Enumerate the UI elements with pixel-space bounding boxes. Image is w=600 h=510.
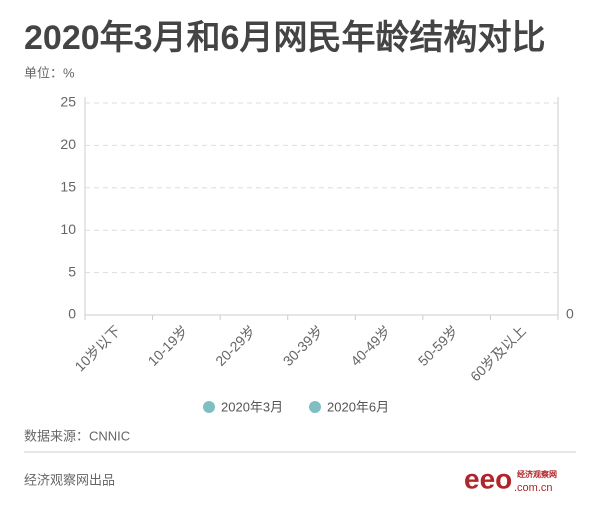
source: 数据来源：CNNIC — [24, 428, 130, 443]
x-tick-label: 10岁以下 — [71, 322, 123, 374]
x-tick-label: 40-49岁 — [347, 322, 394, 369]
logo-brand: eeo — [464, 463, 512, 494]
chart-title: 2020年3月和6月网民年龄结构对比 — [24, 19, 545, 57]
y-tick-label: 15 — [60, 179, 76, 195]
legend-swatch — [309, 401, 321, 413]
footer: 经济观察网出品 — [24, 472, 115, 487]
x-tick-label: 30-39岁 — [280, 322, 327, 369]
y-tick-label: 10 — [60, 221, 76, 237]
x-tick-label: 60岁及以上 — [467, 322, 529, 384]
y-tick-label: 20 — [60, 136, 76, 152]
logo-name: 经济观察网 — [517, 469, 557, 479]
logo-domain: .com.cn — [514, 482, 553, 494]
unit-label: 单位：% — [24, 65, 75, 80]
y2-tick-label: 0 — [566, 306, 574, 322]
legend-label: 2020年3月 — [221, 399, 283, 414]
y-tick-label: 0 — [68, 306, 76, 322]
x-tick-label: 50-59岁 — [415, 322, 462, 369]
x-tick-label: 10-19岁 — [145, 322, 192, 369]
legend-label: 2020年6月 — [327, 399, 389, 414]
y-tick-label: 25 — [60, 94, 76, 110]
legend-swatch — [203, 401, 215, 413]
x-tick-label: 20-29岁 — [212, 322, 259, 369]
y-tick-label: 5 — [68, 263, 76, 279]
